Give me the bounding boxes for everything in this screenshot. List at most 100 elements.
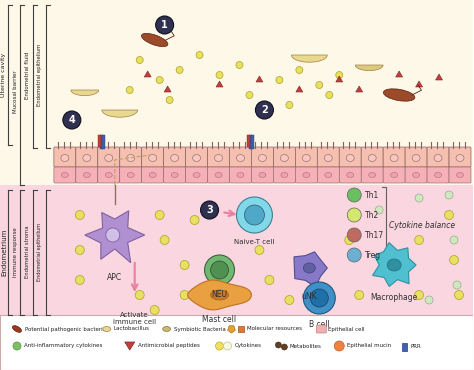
Ellipse shape (369, 172, 376, 178)
FancyBboxPatch shape (164, 147, 186, 167)
FancyBboxPatch shape (295, 147, 317, 167)
Polygon shape (164, 86, 171, 92)
FancyBboxPatch shape (142, 147, 164, 167)
FancyBboxPatch shape (273, 147, 295, 167)
Text: Molecular resources: Molecular resources (247, 326, 302, 332)
Circle shape (75, 211, 84, 219)
Ellipse shape (215, 155, 222, 161)
FancyBboxPatch shape (120, 167, 142, 183)
Text: Metabolites: Metabolites (289, 343, 321, 349)
Circle shape (180, 260, 189, 269)
Circle shape (176, 67, 183, 74)
Circle shape (303, 282, 335, 314)
FancyBboxPatch shape (361, 147, 383, 167)
Circle shape (246, 91, 253, 98)
Circle shape (126, 87, 133, 94)
FancyBboxPatch shape (449, 167, 471, 183)
Text: 2: 2 (261, 105, 268, 115)
Text: Th17: Th17 (365, 231, 384, 239)
FancyBboxPatch shape (361, 167, 383, 183)
FancyBboxPatch shape (186, 147, 208, 167)
Text: Endometrial fluid: Endometrial fluid (26, 51, 30, 99)
FancyBboxPatch shape (427, 167, 449, 183)
Circle shape (156, 77, 163, 84)
Text: Macrophage: Macrophage (371, 293, 418, 302)
FancyBboxPatch shape (208, 167, 229, 183)
Ellipse shape (258, 155, 266, 161)
Circle shape (296, 67, 303, 74)
Ellipse shape (281, 155, 288, 161)
Text: Endometrial epithelium: Endometrial epithelium (37, 44, 42, 106)
Ellipse shape (259, 172, 266, 178)
Ellipse shape (127, 155, 135, 161)
FancyBboxPatch shape (76, 147, 98, 167)
Polygon shape (216, 81, 223, 87)
Circle shape (326, 91, 333, 98)
Circle shape (336, 71, 343, 78)
Ellipse shape (383, 89, 415, 101)
FancyBboxPatch shape (251, 167, 273, 183)
Polygon shape (355, 65, 383, 71)
Bar (98, 135, 101, 147)
Ellipse shape (105, 155, 113, 161)
FancyBboxPatch shape (208, 147, 229, 167)
Ellipse shape (215, 172, 222, 178)
FancyBboxPatch shape (251, 147, 273, 167)
Circle shape (63, 111, 81, 129)
Polygon shape (71, 90, 99, 95)
Polygon shape (188, 280, 251, 310)
Circle shape (236, 61, 243, 68)
Text: Cytokines: Cytokines (235, 343, 262, 349)
Circle shape (445, 211, 454, 219)
Circle shape (255, 246, 264, 255)
Ellipse shape (302, 155, 310, 161)
Text: Th1: Th1 (365, 191, 380, 199)
Ellipse shape (192, 155, 201, 161)
Circle shape (415, 290, 424, 299)
Circle shape (210, 261, 228, 279)
Polygon shape (373, 243, 416, 286)
Circle shape (13, 342, 21, 350)
Circle shape (201, 201, 219, 219)
FancyBboxPatch shape (317, 167, 339, 183)
Circle shape (415, 235, 424, 245)
FancyBboxPatch shape (316, 325, 326, 333)
FancyBboxPatch shape (229, 167, 251, 183)
Polygon shape (296, 86, 303, 92)
Text: Mast cell: Mast cell (202, 315, 237, 324)
Text: Anti-inflammatory cytokines: Anti-inflammatory cytokines (24, 343, 102, 349)
FancyBboxPatch shape (383, 147, 405, 167)
Text: Naive-T cell: Naive-T cell (234, 239, 274, 245)
Circle shape (245, 205, 264, 225)
Circle shape (136, 57, 143, 64)
Ellipse shape (303, 263, 315, 273)
Ellipse shape (390, 155, 398, 161)
Ellipse shape (281, 172, 288, 178)
Text: Epithelial cell: Epithelial cell (328, 326, 365, 332)
Circle shape (196, 51, 203, 58)
Text: APC: APC (107, 273, 122, 282)
Circle shape (75, 276, 84, 285)
Polygon shape (294, 252, 327, 287)
FancyBboxPatch shape (273, 167, 295, 183)
Ellipse shape (149, 155, 157, 161)
Text: Symbiotic Bacteria: Symbiotic Bacteria (173, 326, 226, 332)
Polygon shape (292, 55, 327, 62)
Ellipse shape (456, 172, 464, 178)
FancyBboxPatch shape (186, 167, 208, 183)
FancyBboxPatch shape (98, 167, 120, 183)
FancyBboxPatch shape (405, 147, 427, 167)
Ellipse shape (163, 326, 171, 332)
Bar (238, 326, 245, 332)
Polygon shape (102, 110, 138, 117)
Bar (249, 135, 253, 149)
Circle shape (347, 228, 361, 242)
Text: Cytokine balance: Cytokine balance (389, 221, 456, 229)
FancyBboxPatch shape (164, 167, 186, 183)
Bar (247, 135, 250, 147)
FancyBboxPatch shape (54, 167, 76, 183)
Ellipse shape (346, 155, 354, 161)
Text: B cell: B cell (309, 320, 330, 329)
Ellipse shape (435, 172, 442, 178)
Circle shape (135, 290, 144, 299)
